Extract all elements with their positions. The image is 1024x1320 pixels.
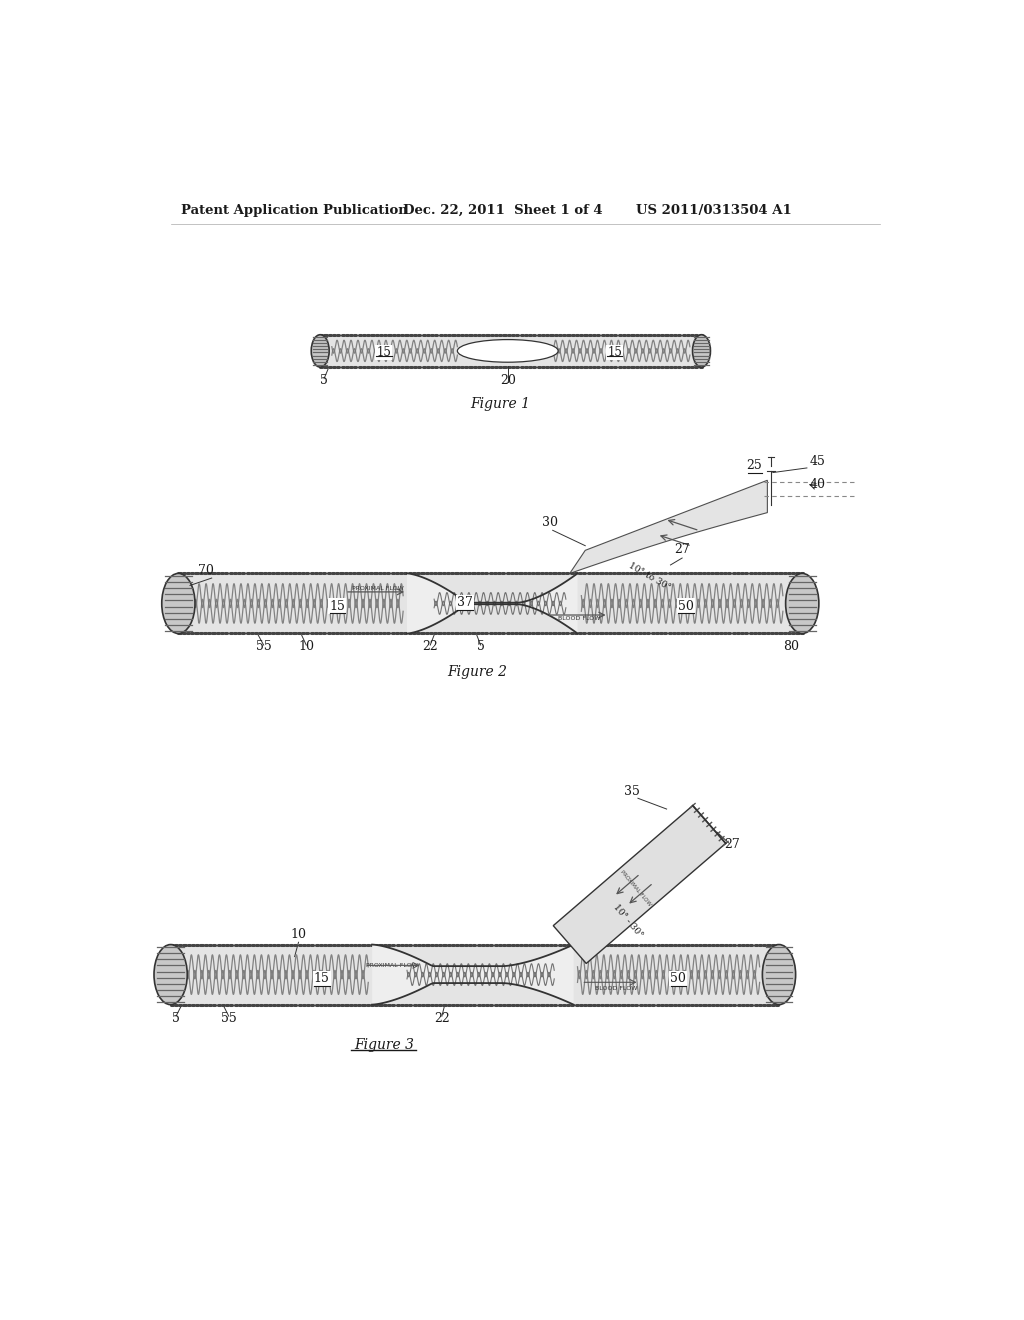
- Polygon shape: [407, 573, 578, 634]
- Polygon shape: [372, 945, 573, 1005]
- Polygon shape: [171, 945, 779, 1005]
- Polygon shape: [553, 805, 726, 964]
- Text: 22: 22: [434, 1011, 450, 1024]
- Text: BLOOD FLOW: BLOOD FLOW: [558, 616, 600, 622]
- Text: 27: 27: [674, 544, 690, 557]
- Text: 10° to 30°: 10° to 30°: [627, 561, 672, 593]
- Text: 10° - 30°: 10° - 30°: [611, 903, 644, 939]
- Ellipse shape: [692, 335, 711, 367]
- Text: US 2011/0313504 A1: US 2011/0313504 A1: [636, 205, 792, 218]
- Text: 22: 22: [422, 640, 438, 653]
- Text: BLOOD FLOW: BLOOD FLOW: [595, 986, 637, 991]
- Ellipse shape: [154, 945, 187, 1005]
- Polygon shape: [321, 335, 701, 367]
- Ellipse shape: [162, 573, 195, 634]
- Text: Patent Application Publication: Patent Application Publication: [180, 205, 408, 218]
- Text: 70: 70: [198, 564, 213, 577]
- Text: 15: 15: [313, 973, 330, 985]
- Ellipse shape: [785, 573, 819, 634]
- Text: 30: 30: [543, 516, 558, 529]
- Text: 45: 45: [810, 455, 826, 467]
- Text: 50: 50: [671, 973, 686, 985]
- Text: PROXIMAL FLOW: PROXIMAL FLOW: [366, 962, 418, 968]
- Text: 40: 40: [810, 478, 826, 491]
- Text: PROXIMAL FLOW: PROXIMAL FLOW: [351, 586, 403, 590]
- Text: 27: 27: [725, 838, 740, 850]
- Text: 55: 55: [221, 1011, 237, 1024]
- Text: 10: 10: [298, 640, 314, 653]
- Ellipse shape: [458, 339, 558, 362]
- Text: 15: 15: [330, 599, 345, 612]
- Text: Figure 2: Figure 2: [446, 665, 507, 678]
- Polygon shape: [178, 573, 802, 634]
- Text: Figure 3: Figure 3: [353, 1038, 414, 1052]
- Text: Figure 1: Figure 1: [470, 397, 530, 411]
- Text: 5: 5: [172, 1011, 180, 1024]
- Ellipse shape: [763, 945, 796, 1005]
- Text: Dec. 22, 2011  Sheet 1 of 4: Dec. 22, 2011 Sheet 1 of 4: [403, 205, 603, 218]
- Text: 35: 35: [624, 785, 640, 799]
- Text: 55: 55: [256, 640, 271, 653]
- Text: 15: 15: [607, 346, 623, 359]
- Text: 25: 25: [746, 459, 762, 471]
- Text: 20: 20: [500, 374, 516, 387]
- Text: 15: 15: [376, 346, 391, 359]
- Ellipse shape: [311, 335, 329, 367]
- Text: 5: 5: [321, 374, 328, 387]
- Text: PROXIMAL FLOW: PROXIMAL FLOW: [620, 870, 652, 907]
- Text: 50: 50: [678, 599, 694, 612]
- Text: 10: 10: [291, 928, 306, 941]
- Polygon shape: [569, 480, 767, 573]
- Text: 80: 80: [782, 640, 799, 653]
- Text: 37: 37: [457, 595, 473, 609]
- Text: 5: 5: [477, 640, 484, 653]
